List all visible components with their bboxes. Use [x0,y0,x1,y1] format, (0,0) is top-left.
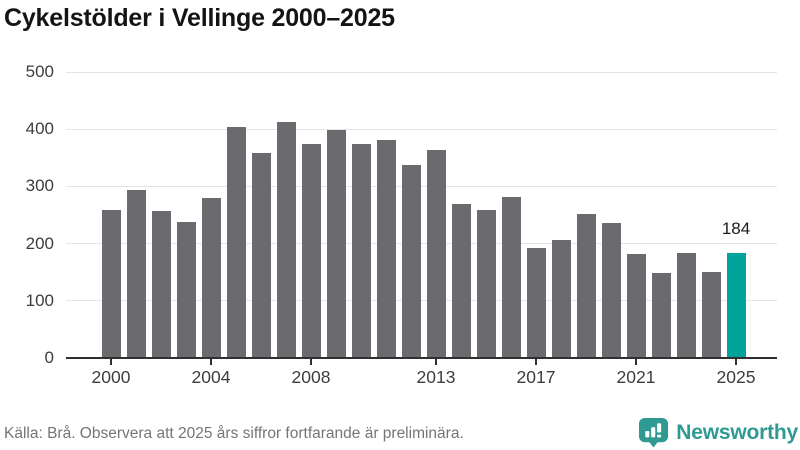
bar-2007 [276,121,296,358]
bar-2001 [126,189,146,358]
gridline-300 [66,185,777,187]
bar-2018 [551,240,571,358]
highlight-value-label: 184 [721,218,751,238]
x-tick-2017 [535,359,537,365]
bar-2006 [251,152,271,358]
x-axis-line [66,356,777,359]
bar-2013 [426,149,446,358]
bar-2010 [351,143,371,358]
bar-2021 [626,254,646,358]
bar-2003 [176,221,196,358]
bar-2011 [376,139,396,358]
newsworthy-logo-icon [638,417,669,448]
x-tick-2004 [210,359,212,365]
newsworthy-logo-text: Newsworthy [676,420,798,444]
y-tick-label-300: 300 [25,176,54,196]
gridline-200 [66,243,777,245]
bar-2009 [326,129,346,358]
x-tick-label-2025: 2025 [716,367,756,387]
y-tick-label-100: 100 [25,290,54,310]
x-tick-label-2013: 2013 [416,367,456,387]
y-tick-label-500: 500 [25,62,54,81]
bar-2005 [226,127,246,358]
bar-2022 [651,273,671,358]
x-tick-2025 [735,359,737,365]
bar-2014 [451,204,471,358]
bar-2016 [501,197,521,358]
x-tick-label-2017: 2017 [516,367,556,387]
bar-2012 [401,165,421,358]
bar-2023 [676,253,696,358]
bar-2015 [476,210,496,358]
bar-2000 [101,210,121,358]
gridline-100 [66,300,777,302]
x-tick-label-2004: 2004 [191,367,231,387]
x-tick-2013 [435,359,437,365]
source-note: Källa: Brå. Observera att 2025 års siffr… [4,425,464,442]
gridline-400 [66,128,777,130]
x-tick-label-2000: 2000 [91,367,131,387]
gridline-500 [66,71,777,73]
bar-chart-plot: 0 100 200 300 400 500 2000 2004 2008 2013 2017 202… [26,63,777,387]
x-tick-2021 [635,359,637,365]
x-tick-label-2021: 2021 [616,367,656,387]
bar-2019 [576,214,596,358]
bar-2002 [151,211,171,358]
newsworthy-logo: Newsworthy [638,417,798,448]
y-tick-label-400: 400 [25,119,54,139]
bar-2017 [526,248,546,358]
bar-2020 [601,223,621,358]
bar-2004 [201,197,221,358]
bar-2008 [301,144,321,358]
x-tick-2000 [110,359,112,365]
x-tick-label-2008: 2008 [291,367,331,387]
chart-title: Cykelstölder i Vellinge 2000–2025 [4,4,395,32]
y-tick-label-200: 200 [25,233,54,253]
x-tick-2008 [310,359,312,365]
y-tick-label-0: 0 [44,348,54,367]
bar-2024 [701,272,721,358]
bar-2025 [726,252,746,358]
